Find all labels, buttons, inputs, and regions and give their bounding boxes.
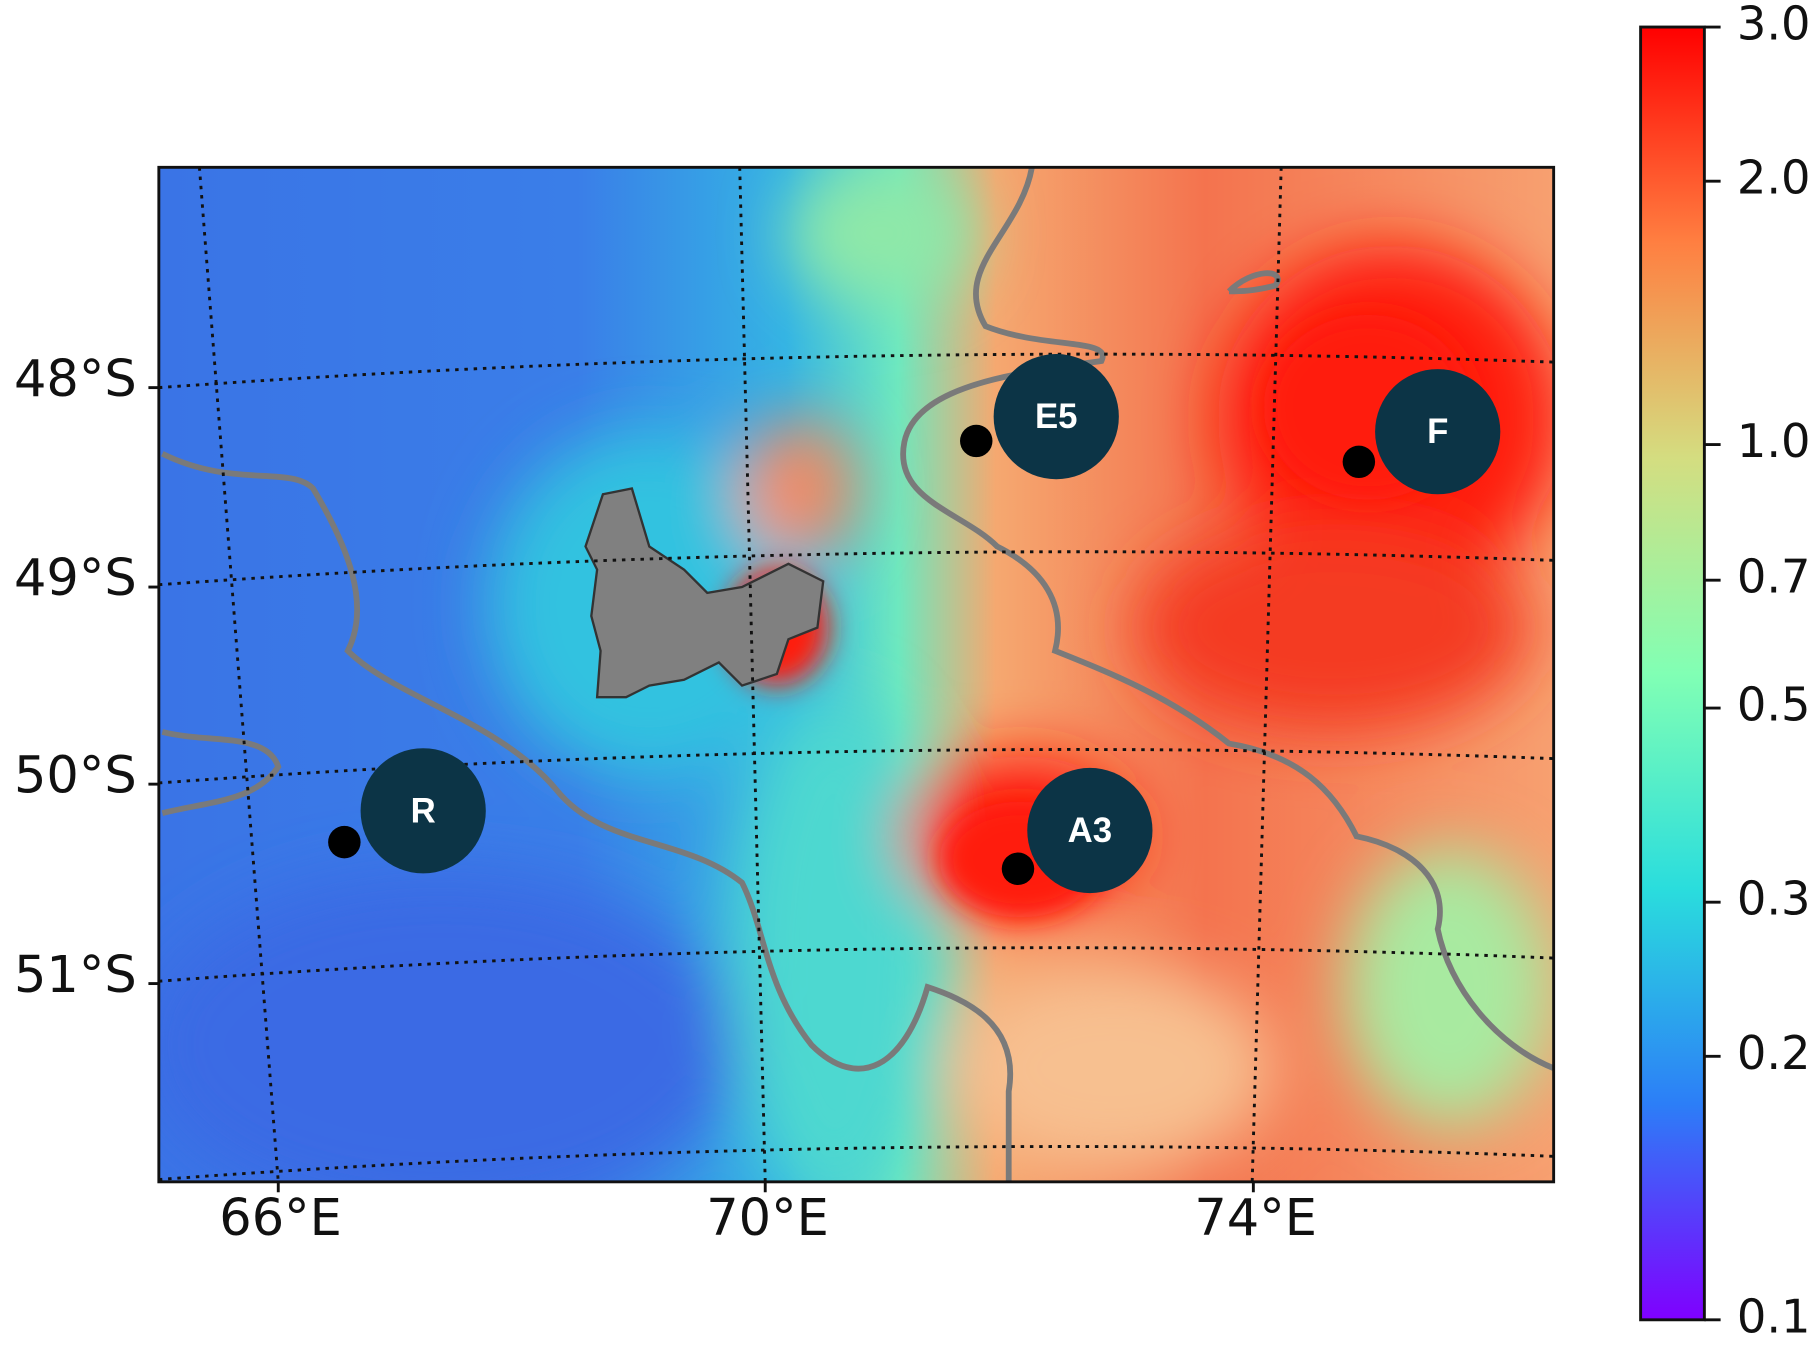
station-label: A3 (1068, 812, 1112, 850)
colorbar-tick-label: 0.5 (1737, 678, 1811, 732)
lat-label: 51°S (14, 946, 137, 1005)
lon-label: 70°E (706, 1189, 829, 1248)
colorbar-tick-label: 2.0 (1737, 151, 1811, 205)
colorbar-tick-label: 1.0 (1737, 414, 1811, 468)
field (158, 167, 1554, 1182)
station-badge (360, 748, 486, 874)
colorbar-tick-label: 0.1 (1737, 1289, 1811, 1343)
colorbar-tick-label: 0.2 (1737, 1026, 1811, 1080)
map-frame (157, 165, 1556, 1184)
station-badge (1027, 767, 1153, 894)
colorbar-tick-label: 0.3 (1737, 872, 1811, 926)
lat-label: 49°S (14, 549, 137, 608)
colorbar-tick-label: 3.0 (1737, 0, 1811, 51)
station-badge (1375, 369, 1501, 495)
colorbar (1639, 25, 1706, 1322)
station-badge (993, 353, 1119, 480)
station-label: F (1427, 413, 1448, 451)
lon-label: 66°E (219, 1189, 342, 1248)
station-label: R (411, 792, 436, 830)
lat-label: 48°S (14, 350, 137, 409)
colorbar-tick-label: 0.7 (1737, 550, 1811, 604)
station-dot (1001, 852, 1035, 886)
station-dot (960, 424, 993, 458)
station-dot (328, 825, 361, 859)
lon-label: 74°E (1194, 1189, 1317, 1248)
station-label: E5 (1035, 398, 1078, 436)
station-dot (1342, 445, 1376, 479)
lat-label: 50°S (14, 746, 137, 805)
